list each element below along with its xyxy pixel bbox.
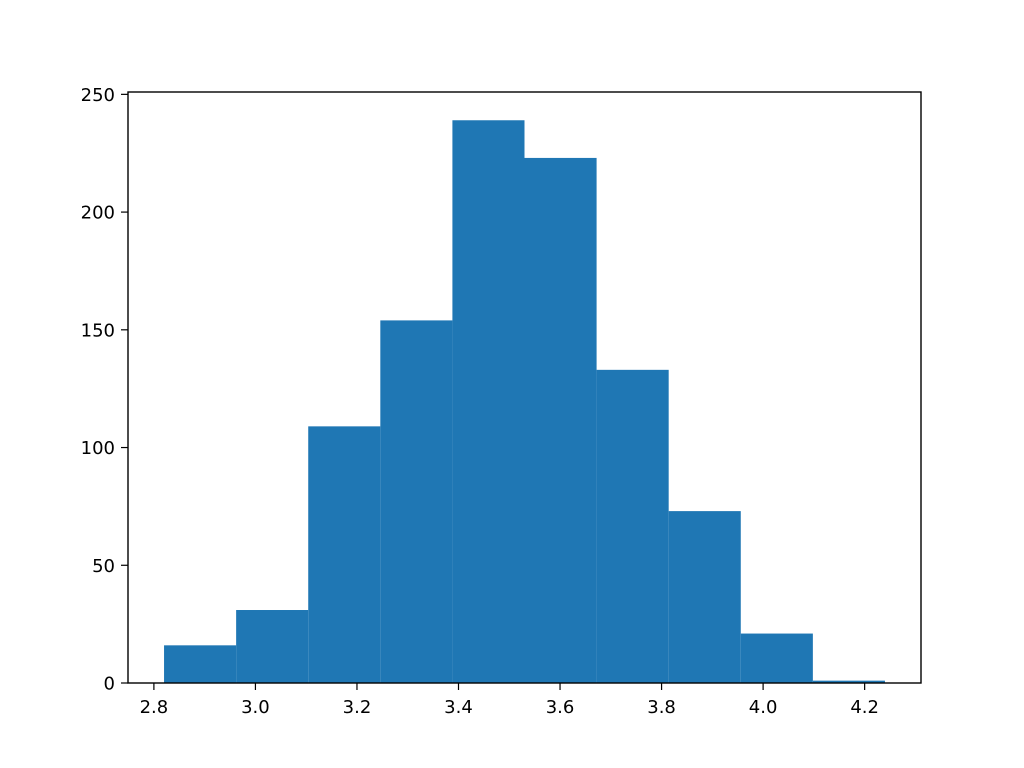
y-tick-label: 100 bbox=[81, 438, 115, 459]
y-tick-label: 50 bbox=[92, 556, 115, 577]
y-axis-ticks: 0 50 100 150 200 250 bbox=[81, 85, 128, 695]
y-tick-label: 150 bbox=[81, 320, 115, 341]
histogram-bar-6 bbox=[596, 369, 669, 683]
x-tick-label: 3.0 bbox=[241, 697, 270, 718]
y-tick-label: 200 bbox=[81, 203, 115, 224]
x-tick-label: 2.8 bbox=[140, 697, 169, 718]
x-tick-label: 3.4 bbox=[444, 697, 473, 718]
histogram-bar-1 bbox=[236, 610, 309, 683]
histogram-bar-3 bbox=[380, 320, 453, 683]
histogram-bar-4 bbox=[452, 120, 525, 683]
x-tick-label: 4.0 bbox=[749, 697, 778, 718]
bars-group bbox=[164, 120, 885, 683]
y-tick-label: 0 bbox=[104, 674, 115, 695]
histogram-bar-9 bbox=[812, 680, 885, 683]
histogram-bar-7 bbox=[668, 511, 741, 683]
y-tick-label: 250 bbox=[81, 85, 115, 106]
histogram-bar-0 bbox=[164, 645, 237, 683]
x-axis-ticks: 2.8 3.0 3.2 3.4 3.6 3.8 4.0 4.2 bbox=[140, 683, 879, 718]
x-tick-label: 4.2 bbox=[850, 697, 879, 718]
histogram-bar-8 bbox=[740, 633, 813, 683]
x-tick-label: 3.2 bbox=[343, 697, 372, 718]
x-tick-label: 3.8 bbox=[647, 697, 676, 718]
histogram-bar-5 bbox=[524, 157, 597, 683]
histogram-bar-2 bbox=[308, 426, 381, 683]
plot-frame bbox=[127, 91, 922, 684]
x-tick-label: 3.6 bbox=[546, 697, 575, 718]
